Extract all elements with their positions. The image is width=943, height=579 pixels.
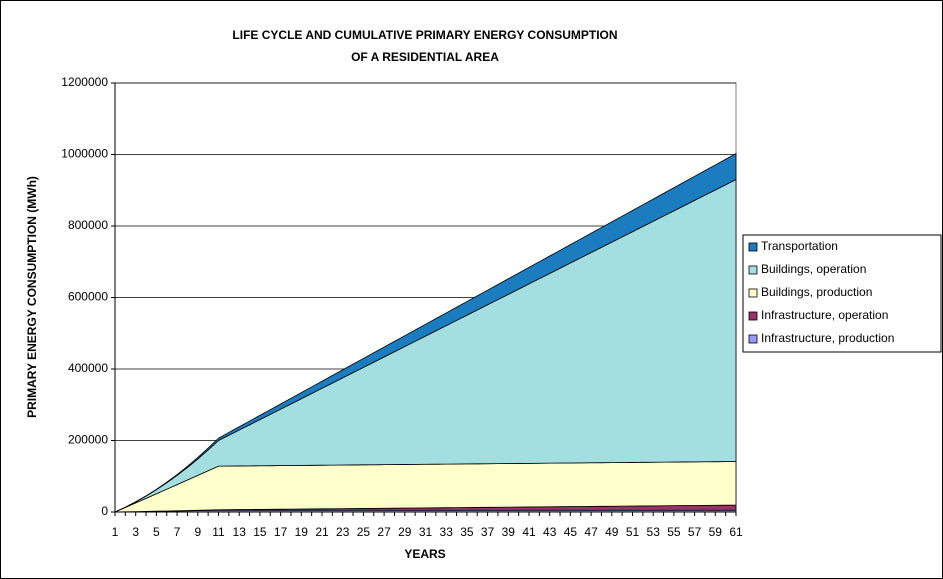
x-tick-label: 17	[274, 525, 288, 539]
y-tick-label: 1000000	[61, 147, 108, 161]
legend-swatch	[748, 288, 758, 298]
y-tick-label: 0	[101, 504, 108, 518]
y-tick-label: 400000	[68, 361, 108, 375]
y-tick-label: 1200000	[61, 75, 108, 89]
x-axis-label: YEARS	[404, 547, 445, 561]
x-tick-label: 49	[605, 525, 619, 539]
x-tick-label: 23	[336, 525, 350, 539]
x-tick-label: 19	[295, 525, 309, 539]
legend-label: Buildings, production	[761, 285, 872, 299]
x-tick-label: 41	[522, 525, 536, 539]
x-tick-label: 13	[233, 525, 247, 539]
x-tick-label: 27	[377, 525, 391, 539]
x-tick-label: 61	[729, 525, 743, 539]
x-tick-label: 53	[647, 525, 661, 539]
x-tick-label: 55	[667, 525, 681, 539]
legend-label: Infrastructure, operation	[761, 308, 888, 322]
legend-swatch	[748, 265, 758, 275]
chart-title: LIFE CYCLE AND CUMULATIVE PRIMARY ENERGY…	[232, 28, 617, 42]
y-tick-label: 200000	[68, 433, 108, 447]
legend-swatch	[748, 311, 758, 321]
x-tick-label: 7	[174, 525, 181, 539]
area	[114, 152, 737, 513]
legend-swatch	[748, 242, 758, 252]
x-tick-label: 29	[398, 525, 412, 539]
x-tick-label: 25	[357, 525, 371, 539]
y-tick-label: 600000	[68, 290, 108, 304]
x-tick-label: 1	[112, 525, 119, 539]
x-tick-label: 21	[315, 525, 329, 539]
x-tick-label: 11	[212, 525, 225, 539]
y-axis-label: PRIMARY ENERGY CONSUMPTION (MWh)	[25, 176, 39, 418]
x-tick-label: 35	[460, 525, 474, 539]
x-tick-label: 33	[440, 525, 454, 539]
x-tick-label: 47	[584, 525, 598, 539]
legend-label: Transportation	[761, 239, 838, 253]
x-tick-label: 51	[626, 525, 640, 539]
legend-swatch	[748, 334, 758, 344]
x-tick-label: 3	[132, 525, 139, 539]
x-tick-label: 39	[502, 525, 516, 539]
chart-subtitle: OF A RESIDENTIAL AREA	[351, 50, 499, 64]
x-tick-label: 37	[481, 525, 495, 539]
legend-box	[742, 234, 942, 353]
x-tick-label: 9	[194, 525, 201, 539]
x-tick-label: 59	[709, 525, 723, 539]
legend-label: Infrastructure, production	[761, 331, 894, 345]
x-tick-label: 15	[253, 525, 267, 539]
x-tick-label: 45	[564, 525, 578, 539]
x-tick-label: 57	[688, 525, 702, 539]
legend-label: Buildings, operation	[761, 262, 866, 276]
y-tick-label: 800000	[68, 218, 108, 232]
x-tick-label: 31	[419, 525, 433, 539]
x-tick-label: 5	[153, 525, 160, 539]
x-tick-label: 43	[543, 525, 557, 539]
